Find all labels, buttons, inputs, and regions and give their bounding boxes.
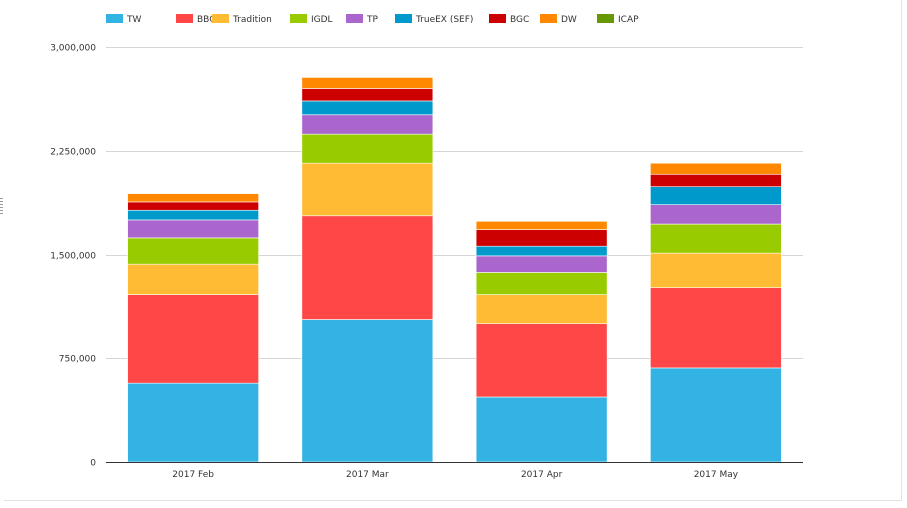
- resize-handle[interactable]: [0, 198, 3, 214]
- bar-segment-tradition[interactable]: [475, 294, 608, 324]
- legend-swatch-igdl: [290, 14, 307, 23]
- bar-segment-igdl[interactable]: [301, 133, 434, 164]
- legend-label[interactable]: DW: [561, 15, 577, 25]
- y-tick-label: 750,000: [59, 355, 96, 365]
- legend-label[interactable]: Tradition: [232, 15, 272, 25]
- bar-segment-bgc[interactable]: [127, 201, 259, 211]
- legend-label[interactable]: IGDL: [311, 15, 333, 25]
- bar-segment-tradition[interactable]: [127, 263, 259, 295]
- bar-segment-dw[interactable]: [475, 221, 608, 230]
- bar-segment-igdl[interactable]: [127, 237, 259, 265]
- legend-swatch-tradition: [212, 14, 229, 23]
- legend-label[interactable]: ICAP: [618, 15, 639, 25]
- bar-segment-tradition[interactable]: [301, 162, 434, 217]
- bar-segment-bbg[interactable]: [475, 323, 608, 398]
- bar-segment-trueex-sef-[interactable]: [475, 245, 608, 257]
- bar-segment-tw[interactable]: [650, 367, 782, 463]
- bar-segment-tp[interactable]: [475, 255, 608, 273]
- bar-segment-trueex-sef-[interactable]: [650, 186, 782, 205]
- legend-swatch-tp: [346, 14, 363, 23]
- legend-swatch-trueex-sef-: [395, 14, 412, 23]
- bar-segment-dw[interactable]: [127, 193, 259, 203]
- bar-segment-bbg[interactable]: [301, 215, 434, 320]
- bar-segment-bgc[interactable]: [301, 88, 434, 102]
- x-tick-label: 2017 Feb: [172, 470, 214, 480]
- legend-label[interactable]: BGC: [510, 15, 529, 25]
- legend-swatch-tw: [106, 14, 123, 23]
- bar-segment-dw[interactable]: [301, 77, 434, 89]
- bar-segment-tw[interactable]: [301, 319, 434, 463]
- legend-swatch-bgc: [489, 14, 506, 23]
- legend-label[interactable]: TrueEX (SEF): [415, 15, 473, 25]
- y-tick-label: 2,250,000: [50, 148, 96, 158]
- legend-label[interactable]: TW: [126, 15, 141, 25]
- bars: [127, 77, 782, 463]
- bar-segment-igdl[interactable]: [650, 223, 782, 254]
- bar-segment-bbg[interactable]: [127, 294, 259, 384]
- legend-swatch-icap: [597, 14, 614, 23]
- x-axis: 2017 Feb 2017 Mar 2017 Apr 2017 May: [106, 462, 803, 480]
- y-tick-label: 3,000,000: [50, 44, 96, 54]
- legend-swatch-dw: [540, 14, 557, 23]
- x-tick-label: 2017 Mar: [346, 470, 389, 480]
- bar-segment-tp[interactable]: [127, 219, 259, 239]
- bar-segment-bbg[interactable]: [650, 287, 782, 369]
- y-tick-label: 1,500,000: [50, 252, 96, 262]
- legend-label[interactable]: BBG: [197, 15, 216, 25]
- bar-segment-tradition[interactable]: [650, 252, 782, 289]
- bar-segment-trueex-sef-[interactable]: [301, 100, 434, 116]
- bar-segment-dw[interactable]: [650, 162, 782, 175]
- y-axis: 0 750,000 1,500,000 2,250,000 3,000,000: [50, 44, 96, 469]
- legend-label[interactable]: TP: [366, 15, 378, 25]
- x-tick-label: 2017 May: [694, 470, 739, 480]
- x-tick-label: 2017 Apr: [521, 470, 563, 480]
- bar-segment-trueex-sef-[interactable]: [127, 209, 259, 221]
- bar-segment-tw[interactable]: [127, 382, 259, 463]
- bar-segment-igdl[interactable]: [475, 272, 608, 295]
- bar-segment-bgc[interactable]: [475, 229, 608, 247]
- bar-segment-tp[interactable]: [650, 204, 782, 225]
- y-tick-label: 0: [90, 459, 96, 469]
- bar-segment-bgc[interactable]: [650, 173, 782, 188]
- bar-segment-tp[interactable]: [301, 114, 434, 135]
- legend-swatch-bbg: [176, 14, 193, 23]
- bar-segment-tw[interactable]: [475, 396, 608, 463]
- legend: TW BBG Tradition IGDL TP TrueEX (SEF) BGC DW ICA…: [106, 14, 639, 25]
